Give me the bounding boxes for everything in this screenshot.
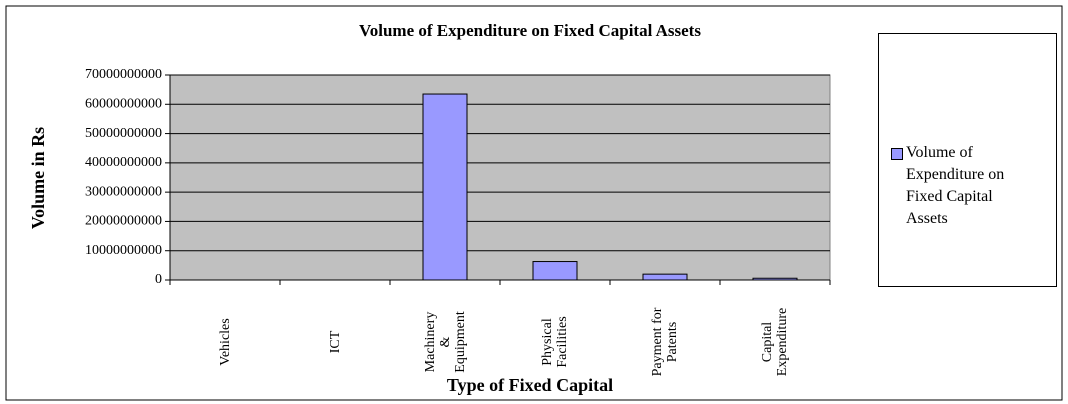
y-tick-label: 50000000000 [85,126,162,141]
bar [532,261,578,281]
y-tick-label: 0 [155,272,162,287]
x-tick-label: Physical Facilities [540,316,570,368]
x-tick-label: Capital Expenditure [760,307,790,377]
legend-item: Volume of Expenditure on Fixed Capital A… [891,142,1016,230]
x-axis-label: Type of Fixed Capital [447,375,613,395]
y-tick-label: 30000000000 [85,184,162,199]
x-tick-label: Payment for Patents [650,307,680,377]
legend-label: Volume of Expenditure on Fixed Capital A… [906,144,1005,227]
y-tick-label: 70000000000 [85,67,162,82]
y-tick-label: 20000000000 [85,214,162,229]
bar [642,273,688,281]
bar [752,277,798,281]
y-tick-label: 60000000000 [85,97,162,112]
y-tick-label: 40000000000 [85,155,162,170]
chart-title: Volume of Expenditure on Fixed Capital A… [359,21,701,40]
plot-area [169,74,831,281]
bar [422,93,468,281]
y-axis-label: Volume in Rs [28,127,48,229]
legend-swatch [891,148,903,160]
legend: Volume of Expenditure on Fixed Capital A… [878,33,1057,287]
x-tick-label: Vehicles [217,318,233,366]
x-tick-label: Machinery & Equipment [422,311,468,373]
x-tick-label: ICT [327,330,343,354]
y-tick-label: 10000000000 [85,243,162,258]
